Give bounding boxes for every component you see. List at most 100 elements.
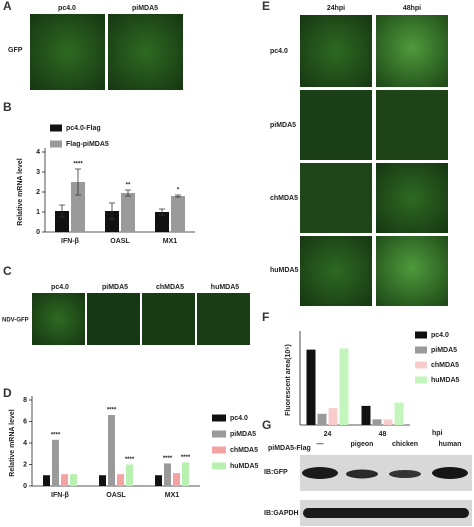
y-tick-label: 0 — [36, 229, 40, 236]
lane-label: — — [317, 441, 324, 448]
column-label: piMDA5 — [132, 5, 158, 12]
column-label: pc4.0 — [58, 5, 76, 12]
bar — [108, 415, 115, 486]
band — [432, 467, 468, 479]
legend-swatch — [212, 430, 226, 438]
bar — [306, 349, 316, 425]
row-label: IB:GFP — [264, 469, 288, 476]
x-tick-label: OASL — [110, 238, 130, 245]
bar — [105, 211, 119, 232]
x-tick-label: MX1 — [165, 492, 180, 499]
significance-label: **** — [107, 408, 117, 414]
micrograph — [376, 236, 448, 306]
lane-label: human — [439, 441, 462, 448]
y-tick-label: 4 — [23, 440, 27, 447]
bar — [121, 193, 135, 232]
bar — [171, 196, 185, 232]
blot-header: piMDA5-Flag — [268, 445, 311, 452]
band — [302, 467, 338, 479]
x-tick-label: MX1 — [163, 238, 178, 245]
panel-letter: D — [3, 386, 12, 400]
significance-label: **** — [51, 432, 61, 438]
x-tick-label: IFN-β — [51, 492, 70, 499]
bar — [117, 474, 124, 486]
legend-label: pc4.0-Flag — [66, 125, 101, 132]
micrograph — [376, 15, 448, 87]
micrograph — [197, 293, 250, 345]
lane-label: chicken — [392, 441, 418, 448]
micrograph — [30, 14, 105, 90]
error-bar — [175, 194, 181, 198]
panel-letter: F — [262, 310, 269, 324]
micrograph — [142, 293, 195, 345]
legend-swatch — [212, 446, 226, 454]
bar — [383, 419, 393, 425]
column-label: huMDA5 — [211, 284, 239, 291]
bar — [70, 474, 77, 486]
y-tick-label: 8 — [23, 397, 27, 404]
y-tick-label: 3 — [36, 169, 40, 176]
bar — [361, 405, 371, 425]
error-bar — [125, 189, 131, 197]
legend-label: huMDA5 — [230, 463, 258, 470]
row-label: NDV-GFP — [2, 318, 29, 324]
error-bar — [59, 204, 65, 218]
panel-letter: A — [3, 0, 12, 13]
error-bar — [159, 208, 165, 216]
legend-swatch — [212, 414, 226, 422]
column-label: 24hpi — [327, 5, 345, 12]
bar — [155, 475, 162, 486]
error-bar — [75, 168, 81, 196]
bar — [328, 408, 338, 425]
bar — [182, 462, 189, 486]
y-tick-label: 0 — [23, 483, 27, 490]
significance-label: **** — [125, 457, 135, 463]
legend-label: chMDA5 — [230, 447, 258, 454]
bar — [339, 348, 349, 425]
significance-label: **** — [163, 456, 173, 462]
row-label: piMDA5 — [270, 122, 296, 129]
legend-swatch — [415, 331, 427, 339]
panel-letter: C — [3, 264, 12, 278]
significance-label: **** — [73, 162, 83, 168]
y-tick-label: 2 — [36, 189, 40, 196]
bar — [71, 182, 85, 232]
band — [389, 470, 421, 478]
legend-label: piMDA5 — [431, 347, 457, 354]
column-label: pc4.0 — [51, 284, 69, 291]
band — [303, 508, 469, 518]
legend-label: pc4.0 — [230, 415, 248, 422]
row-label: IB:GAPDH — [264, 510, 299, 517]
panel-letter: E — [262, 0, 270, 13]
legend-label: piMDA5 — [230, 431, 256, 438]
bar — [372, 419, 382, 425]
legend-swatch — [415, 361, 427, 369]
row-label: GFP — [8, 47, 23, 54]
y-axis-label: Fluorescent area(10⁵) — [285, 344, 292, 416]
legend-label: pc4.0 — [431, 332, 449, 339]
bar — [173, 473, 180, 486]
x-tick-label: 24 — [324, 431, 332, 438]
legend-swatch — [50, 124, 62, 132]
bar — [52, 439, 59, 486]
micrograph — [300, 236, 372, 306]
legend-label: chMDA5 — [431, 362, 459, 369]
band — [346, 469, 378, 479]
error-bar — [109, 202, 115, 220]
row-label: chMDA5 — [270, 195, 298, 202]
x-tick-label: 48 — [379, 431, 387, 438]
bar — [164, 463, 171, 486]
column-label: chMDA5 — [156, 284, 184, 291]
y-tick-label: 1 — [36, 209, 40, 216]
bar — [99, 475, 106, 486]
bar — [394, 402, 404, 425]
legend-label: Flag-piMDA5 — [66, 141, 109, 148]
y-axis-label: Relative mRNA level — [17, 158, 24, 225]
x-tick-label: OASL — [106, 492, 126, 499]
micrograph — [300, 163, 372, 233]
micrograph — [87, 293, 140, 345]
y-axis-label: Relative mRNA level — [9, 409, 16, 476]
bar — [61, 474, 68, 486]
